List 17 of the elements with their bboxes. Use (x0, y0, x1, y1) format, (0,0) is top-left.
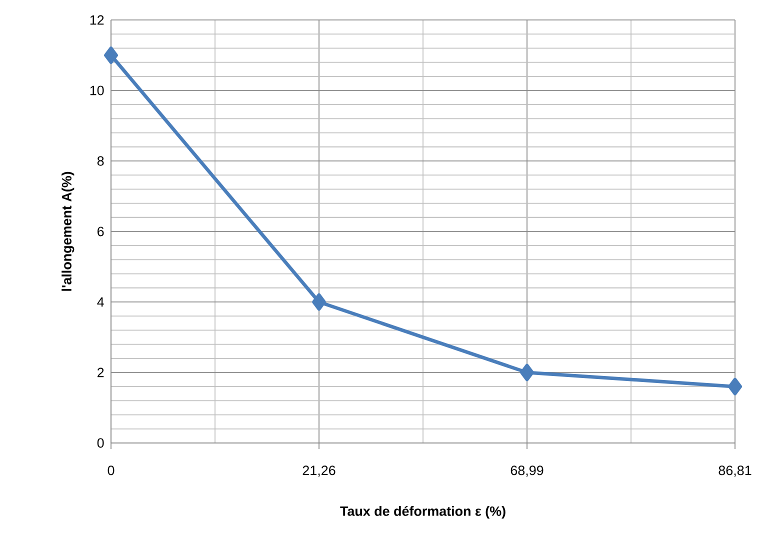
point (520, 364, 534, 382)
y-tick-label: 10 (90, 86, 104, 96)
y-tick-label: 0 (97, 438, 104, 448)
x-axis-title: Taux de déformation ε (%) (340, 506, 506, 519)
point (104, 46, 118, 64)
point (312, 293, 326, 311)
x-tick-label: 68,99 (510, 466, 544, 477)
y-tick-label: 12 (90, 15, 104, 25)
x-tick-label: 86,81 (718, 466, 752, 477)
y-tick-label: 4 (97, 297, 104, 307)
y-tick-label: 8 (97, 156, 104, 166)
x-tick-label: 0 (108, 466, 114, 476)
y-tick-label: 2 (98, 368, 104, 378)
x-tick-label: 21,26 (302, 466, 336, 477)
y-axis-title: l'allongement A(%) (62, 172, 74, 291)
point (728, 378, 742, 396)
y-tick-label: 6 (98, 226, 104, 236)
